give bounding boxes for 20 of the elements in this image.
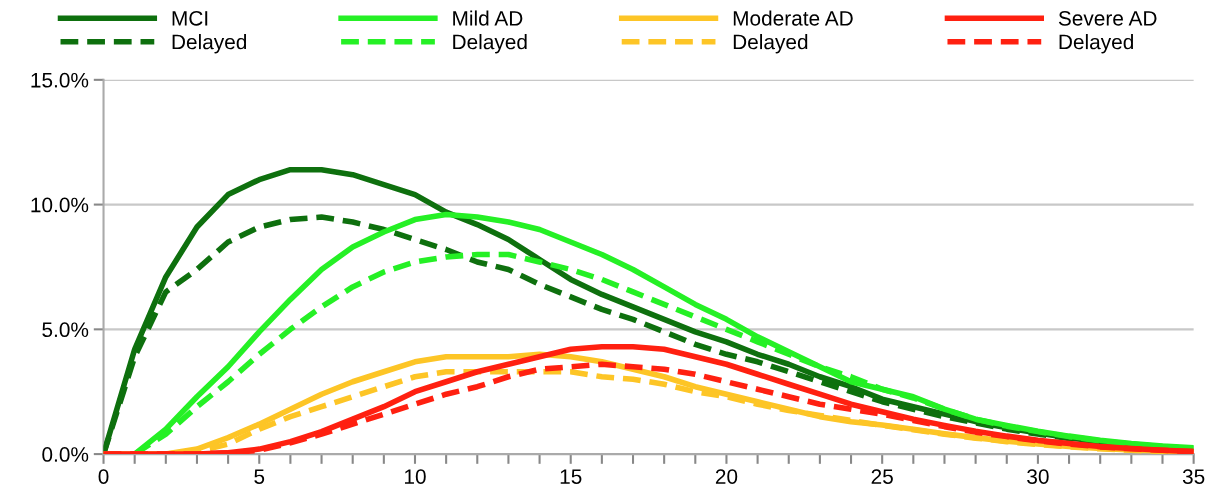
legend-label: Delayed: [453, 34, 527, 54]
x-tick-label: 5: [254, 469, 265, 484]
legend-label: Severe AD: [1058, 10, 1157, 26]
legend-label: Moderate AD: [733, 10, 853, 26]
y-tick-label: 10.0%: [31, 197, 89, 213]
legend-label: Delayed: [733, 34, 808, 54]
y-tick-label: 15.0%: [31, 72, 89, 88]
x-tick-label: 30: [1027, 469, 1049, 484]
legend-label: MCI: [172, 10, 208, 26]
x-tick-label: 10: [404, 469, 426, 484]
x-tick-label: 15: [560, 469, 582, 484]
y-tick-label: 0.0%: [42, 447, 89, 462]
x-tick-label: 25: [871, 469, 893, 484]
x-tick-label: 35: [1182, 469, 1205, 484]
x-tick-label: 0: [98, 469, 109, 484]
legend-label: Delayed: [1059, 34, 1133, 54]
legend-label: Delayed: [172, 34, 247, 54]
y-tick-label: 5.0%: [42, 322, 89, 338]
legend-label: Mild AD: [453, 10, 523, 26]
x-tick-label: 20: [715, 469, 738, 484]
